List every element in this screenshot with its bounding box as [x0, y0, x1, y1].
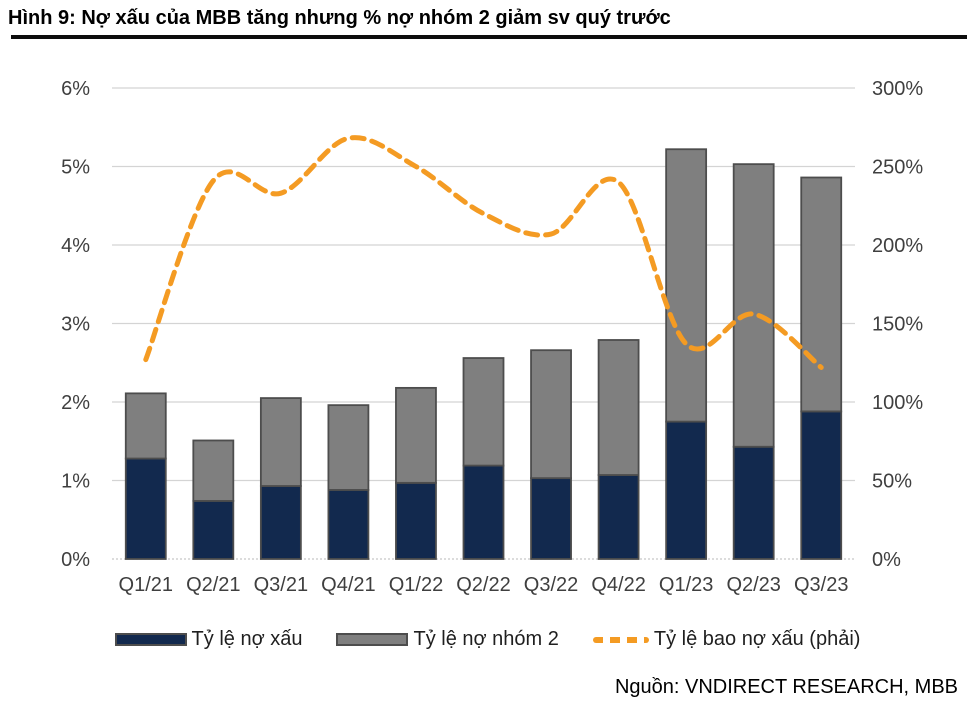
- x-axis-label: Q2/21: [186, 574, 240, 596]
- npl-bar: [665, 420, 708, 560]
- group2-bar: [259, 397, 302, 487]
- left-axis-labels: 6% 5% 4% 3% 2% 1% 0%: [61, 78, 90, 571]
- combo-chart: 6% 5% 4% 3% 2% 1% 0% 300% 250% 200% 150% 100% 50% 0% Q…: [61, 78, 923, 596]
- group2-bar: [124, 392, 167, 460]
- left-axis-tick: 1%: [61, 471, 90, 493]
- left-axis-tick: 6%: [61, 78, 90, 100]
- npl-bar: [192, 500, 235, 560]
- right-axis-tick: 100%: [872, 392, 923, 414]
- npl-bar: [597, 474, 640, 560]
- group2-bar: [530, 349, 572, 480]
- left-axis-tick: 4%: [61, 235, 90, 257]
- x-axis-label: Q1/23: [659, 574, 713, 596]
- group2-bar: [395, 386, 437, 484]
- x-axis-labels: Q1/21 Q2/21 Q3/21 Q4/21 Q1/22 Q2/22 Q3/22 Q4/22…: [119, 574, 849, 596]
- right-axis-tick: 0%: [872, 549, 901, 571]
- legend: Tỷ lệ nợ xấu Tỷ lệ nợ nhóm 2 Tỷ lệ bao n…: [0, 628, 975, 651]
- group2-bar: [597, 339, 640, 476]
- figure-title: Hình 9: Nợ xấu của MBB tăng nhưng % nợ n…: [8, 7, 671, 29]
- legend-label-group2: Tỷ lệ nợ nhóm 2: [413, 628, 559, 650]
- coverage-line-swatch: [592, 636, 649, 643]
- right-axis-tick: 200%: [872, 235, 923, 257]
- npl-bar: [327, 489, 370, 560]
- x-axis-label: Q3/23: [794, 574, 848, 596]
- right-axis-tick: 300%: [872, 78, 923, 100]
- legend-item-npl: Tỷ lệ nợ xấu: [114, 628, 303, 651]
- legend-label-coverage: Tỷ lệ bao nợ xấu (phải): [653, 628, 861, 650]
- stacked-bars: [124, 148, 843, 560]
- x-axis-label: Q3/21: [254, 574, 308, 596]
- npl-bar: [530, 477, 572, 560]
- source-note: Nguồn: VNDIRECT RESEARCH, MBB: [614, 676, 958, 698]
- left-axis-tick: 2%: [61, 392, 90, 414]
- npl-bar: [732, 445, 775, 560]
- x-axis-label: Q4/22: [591, 574, 645, 596]
- group2-bar: [192, 439, 235, 502]
- left-axis-tick: 3%: [61, 314, 90, 336]
- npl-bar-swatch: [114, 633, 187, 646]
- group2-bar: [327, 404, 370, 491]
- npl-bar: [800, 410, 843, 560]
- right-axis-tick: 50%: [872, 471, 912, 493]
- group2-bar: [665, 148, 708, 423]
- npl-bar: [259, 485, 302, 560]
- npl-bar: [395, 481, 437, 560]
- x-axis-label: Q3/22: [524, 574, 578, 596]
- legend-item-coverage: Tỷ lệ bao nợ xấu (phải): [592, 628, 861, 651]
- right-axis-tick: 250%: [872, 157, 923, 179]
- x-axis-label: Q2/23: [726, 574, 780, 596]
- legend-label-npl: Tỷ lệ nợ xấu: [191, 628, 303, 650]
- coverage-line: [143, 135, 824, 370]
- left-axis-tick: 0%: [61, 549, 90, 571]
- right-axis-labels: 300% 250% 200% 150% 100% 50% 0%: [872, 78, 923, 571]
- npl-bar: [124, 457, 167, 560]
- x-axis-label: Q4/21: [321, 574, 375, 596]
- group2-bar-swatch: [336, 633, 409, 646]
- x-axis-label: Q2/22: [456, 574, 510, 596]
- group2-bar: [732, 163, 775, 448]
- npl-bar: [462, 464, 505, 560]
- title-divider: [11, 35, 967, 39]
- x-axis-label: Q1/21: [119, 574, 173, 596]
- group2-bar: [462, 357, 505, 467]
- right-axis-tick: 150%: [872, 314, 923, 336]
- left-axis-tick: 5%: [61, 157, 90, 179]
- group2-bar: [800, 176, 843, 413]
- legend-item-group2: Tỷ lệ nợ nhóm 2: [336, 628, 559, 651]
- x-axis-label: Q1/22: [389, 574, 443, 596]
